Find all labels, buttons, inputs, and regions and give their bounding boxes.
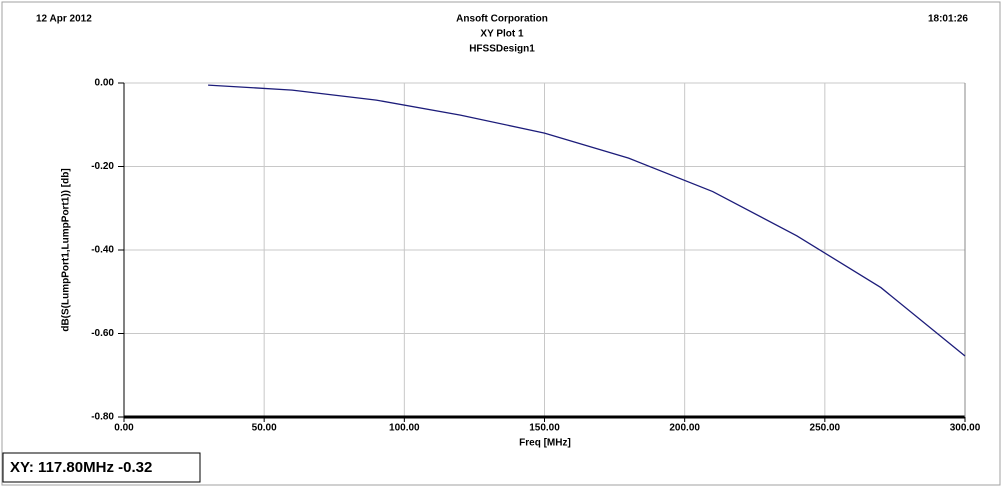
- time: 18:01:26: [928, 14, 968, 25]
- y-tick-label: -0.60: [91, 328, 114, 339]
- chart-subtitle: HFSSDesign1: [469, 44, 535, 55]
- y-tick-label: -0.80: [91, 412, 114, 423]
- x-tick-label: 150.00: [529, 423, 560, 434]
- x-tick-label: 50.00: [252, 423, 277, 434]
- x-tick-label: 0.00: [114, 423, 134, 434]
- series-line: [208, 84, 966, 357]
- x-tick-label: 300.00: [950, 423, 981, 434]
- y-tick-label: -0.20: [91, 161, 114, 172]
- x-tick-label: 100.00: [389, 423, 420, 434]
- date: 12 Apr 2012: [36, 14, 92, 25]
- y-axis-label: dB(S(LumpPort1,LumpPort1)) [db]: [61, 168, 72, 331]
- x-tick-label: 250.00: [810, 423, 841, 434]
- chart-title: XY Plot 1: [480, 29, 524, 40]
- marker-readout: XY: 117.80MHz -0.32: [10, 459, 152, 476]
- company: Ansoft Corporation: [456, 14, 548, 25]
- x-axis-label: Freq [MHz]: [519, 438, 571, 449]
- y-tick-label: 0.00: [95, 78, 115, 89]
- x-tick-label: 200.00: [669, 423, 700, 434]
- y-tick-label: -0.40: [91, 245, 114, 256]
- marker-readout-box: [2, 452, 201, 483]
